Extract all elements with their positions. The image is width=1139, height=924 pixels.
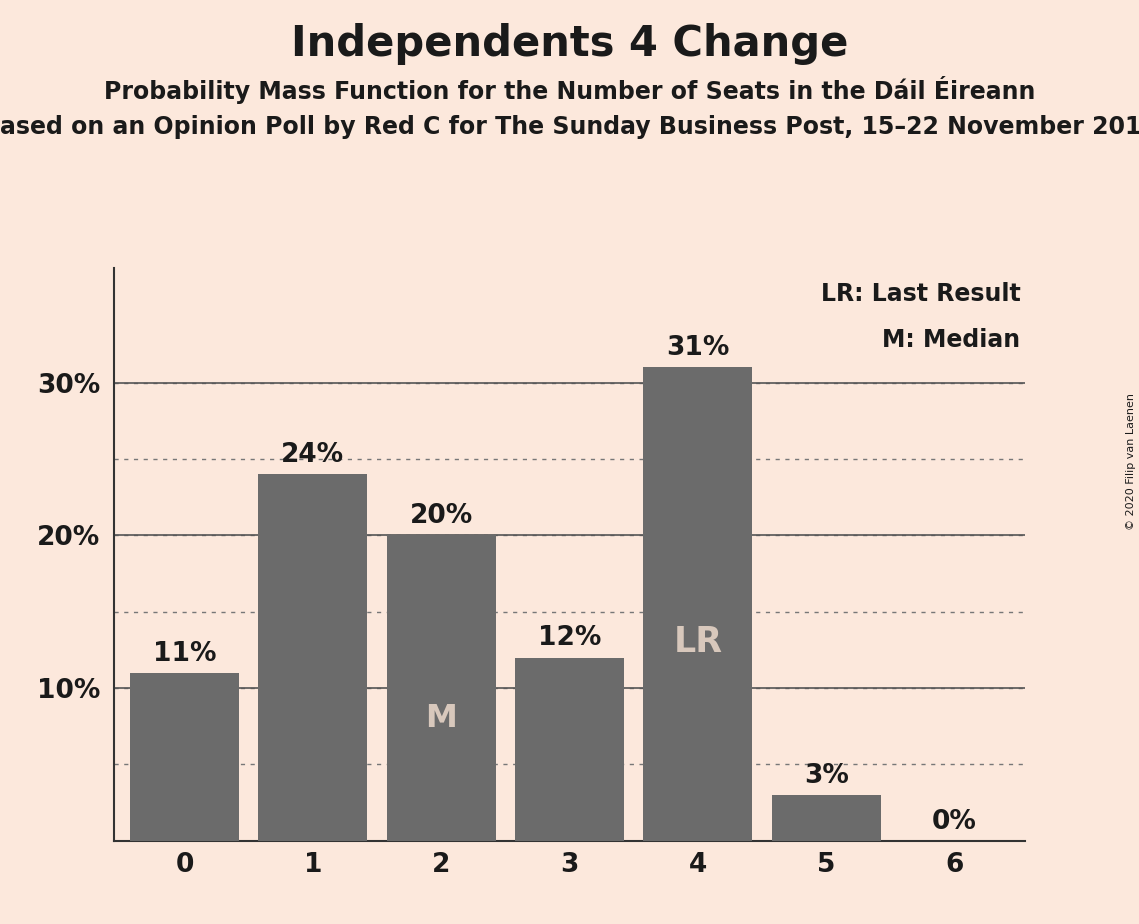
Text: Probability Mass Function for the Number of Seats in the Dáil Éireann: Probability Mass Function for the Number… bbox=[104, 76, 1035, 103]
Bar bbox=[644, 367, 753, 841]
Text: © 2020 Filip van Laenen: © 2020 Filip van Laenen bbox=[1126, 394, 1136, 530]
Text: 24%: 24% bbox=[281, 442, 344, 468]
Bar bbox=[771, 795, 880, 841]
Bar bbox=[386, 535, 495, 841]
Bar bbox=[130, 673, 239, 841]
Text: 11%: 11% bbox=[153, 640, 216, 667]
Text: LR: LR bbox=[673, 625, 722, 659]
Text: Based on an Opinion Poll by Red C for The Sunday Business Post, 15–22 November 2: Based on an Opinion Poll by Red C for Th… bbox=[0, 115, 1139, 139]
Bar bbox=[515, 658, 624, 841]
Text: M: M bbox=[425, 703, 457, 735]
Bar bbox=[259, 474, 368, 841]
Text: 31%: 31% bbox=[666, 335, 729, 361]
Text: 20%: 20% bbox=[410, 504, 473, 529]
Text: Independents 4 Change: Independents 4 Change bbox=[290, 23, 849, 65]
Text: 12%: 12% bbox=[538, 626, 601, 651]
Text: 0%: 0% bbox=[932, 808, 977, 834]
Text: M: Median: M: Median bbox=[883, 328, 1021, 352]
Text: LR: Last Result: LR: Last Result bbox=[821, 283, 1021, 306]
Text: 3%: 3% bbox=[804, 763, 849, 789]
